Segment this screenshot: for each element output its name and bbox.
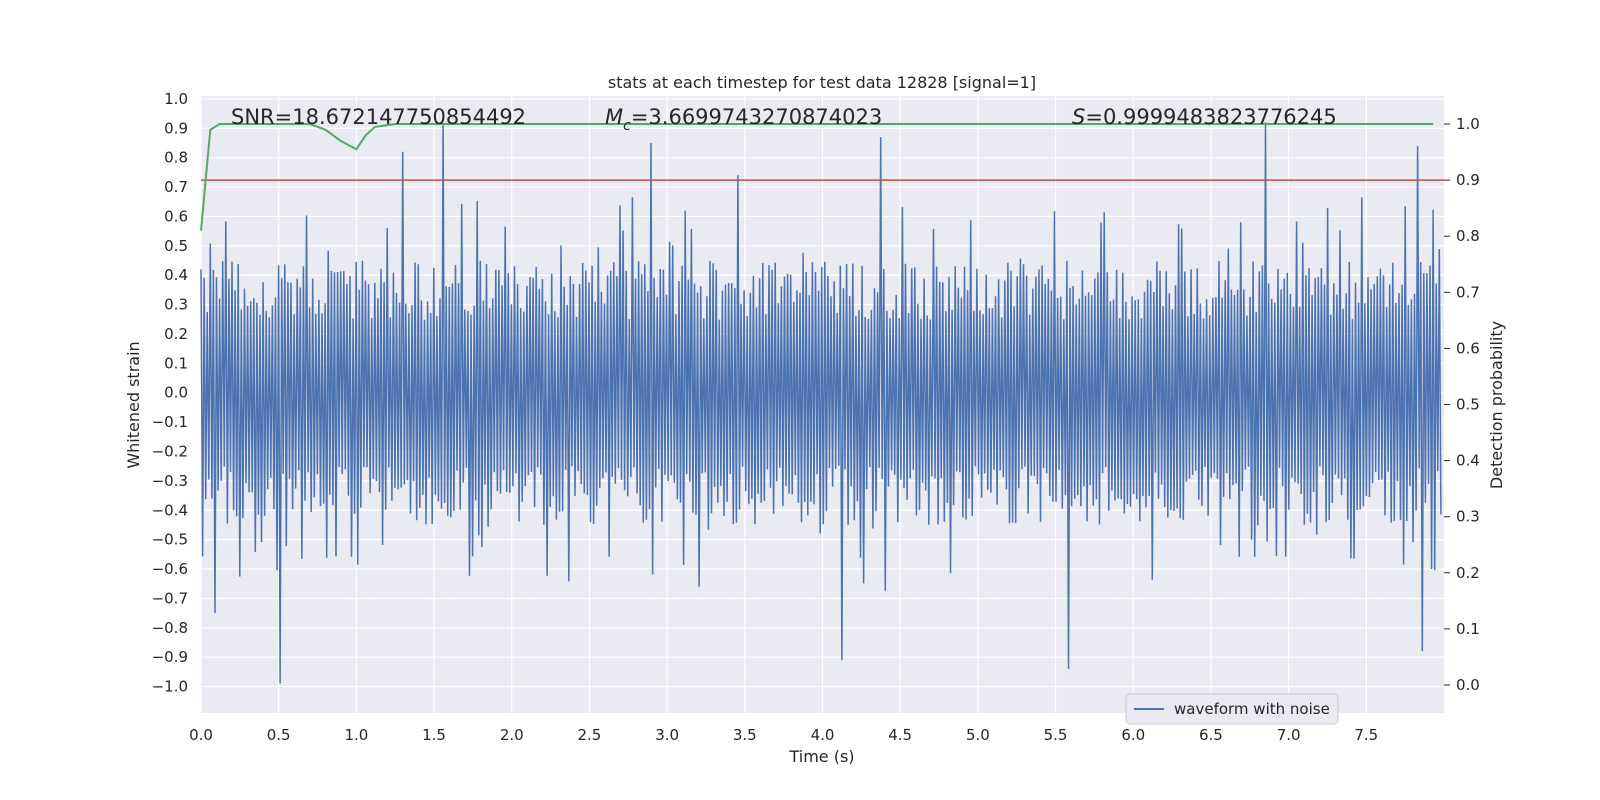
x-tick-label: 3.0 bbox=[655, 726, 679, 744]
y-axis-label: Whitened strain bbox=[124, 341, 143, 468]
y-tick-label: 0.8 bbox=[164, 149, 188, 167]
y-tick-label: −0.7 bbox=[152, 589, 188, 607]
x-tick-label: 0.5 bbox=[267, 726, 291, 744]
x-tick-label: 7.0 bbox=[1277, 726, 1301, 744]
y2-ticks: 1.0 0.9 0.8 0.7 0.6 0.5 0.4 0.3 0.2 0.1 0.0 bbox=[1444, 115, 1480, 694]
x-tick-label: 5.0 bbox=[966, 726, 990, 744]
y2-tick-label: 0.2 bbox=[1456, 564, 1480, 582]
y-tick-label: 0.0 bbox=[164, 384, 188, 402]
y2-tick-label: 1.0 bbox=[1456, 115, 1480, 133]
y2-tick-label: 0.4 bbox=[1456, 452, 1480, 470]
y2-tick-label: 0.6 bbox=[1456, 339, 1480, 357]
y-tick-label: −0.9 bbox=[152, 648, 188, 666]
y-tick-label: 0.9 bbox=[164, 119, 188, 137]
y-tick-label: −0.2 bbox=[152, 443, 188, 461]
legend-box bbox=[1125, 693, 1339, 725]
mc-value: =3.6699743270874023 bbox=[631, 105, 882, 129]
y-tick-label: 0.6 bbox=[164, 207, 188, 225]
y-tick-label: 0.2 bbox=[164, 325, 188, 343]
x-tick-label: 4.5 bbox=[888, 726, 912, 744]
y2-tick-label: 0.1 bbox=[1456, 620, 1480, 638]
mc-subscript: c bbox=[623, 118, 631, 134]
y2-tick-label: 0.3 bbox=[1456, 508, 1480, 526]
y-tick-label: 0.3 bbox=[164, 296, 188, 314]
y2-tick-label: 0.8 bbox=[1456, 227, 1480, 245]
mc-symbol: M bbox=[605, 105, 623, 129]
y2-tick-label: 0.7 bbox=[1456, 283, 1480, 301]
s-annotation: S=0.9999483823776245 bbox=[1072, 105, 1337, 129]
y-tick-label: −0.4 bbox=[152, 501, 188, 519]
y-tick-label: 0.5 bbox=[164, 237, 188, 255]
legend-label: waveform with noise bbox=[1174, 700, 1330, 718]
x-tick-label: 6.5 bbox=[1199, 726, 1223, 744]
waveform-series bbox=[200, 122, 1442, 684]
y-ticks: 1.0 0.9 0.8 0.7 0.6 0.5 0.4 0.3 0.2 0.1 0.0 −0.1 −0.… bbox=[152, 90, 188, 696]
y2-tick-label: 0.0 bbox=[1456, 676, 1480, 694]
y2-axis-label: Detection probability bbox=[1487, 321, 1506, 489]
legend: waveform with noise bbox=[1125, 693, 1339, 725]
x-tick-label: 3.5 bbox=[733, 726, 757, 744]
y-tick-label: −0.6 bbox=[152, 560, 188, 578]
x-axis-label: Time (s) bbox=[788, 747, 854, 766]
x-tick-label: 4.0 bbox=[811, 726, 835, 744]
x-tick-label: 7.5 bbox=[1354, 726, 1378, 744]
snr-annotation: SNR=18.672147750854492 bbox=[231, 105, 526, 129]
x-tick-label: 1.0 bbox=[344, 726, 368, 744]
x-tick-label: 2.5 bbox=[578, 726, 602, 744]
y-tick-label: 0.4 bbox=[164, 266, 188, 284]
probability-line bbox=[200, 123, 1434, 231]
x-tick-label: 6.0 bbox=[1121, 726, 1145, 744]
x-tick-label: 0.0 bbox=[189, 726, 213, 744]
x-tick-label: 5.5 bbox=[1044, 726, 1068, 744]
y-tick-label: 0.1 bbox=[164, 354, 188, 372]
x-tick-label: 2.0 bbox=[500, 726, 524, 744]
y2-tick-label: 0.9 bbox=[1456, 171, 1480, 189]
s-value: =0.9999483823776245 bbox=[1085, 105, 1336, 129]
waveform-line bbox=[200, 122, 1442, 684]
mc-annotation: Mc=3.6699743270874023 bbox=[605, 105, 882, 134]
y-tick-label: −0.8 bbox=[152, 619, 188, 637]
s-symbol: S bbox=[1072, 105, 1085, 129]
y-tick-label: −1.0 bbox=[152, 678, 188, 696]
x-ticks: 0.0 0.5 1.0 1.5 2.0 2.5 3.0 3.5 4.0 4.5 5.0 5.5 6.0 6… bbox=[189, 726, 1378, 744]
y-tick-label: −0.1 bbox=[152, 413, 188, 431]
x-tick-label: 1.5 bbox=[422, 726, 446, 744]
y-tick-label: 1.0 bbox=[164, 90, 188, 108]
y-tick-label: −0.3 bbox=[152, 472, 188, 490]
y2-tick-label: 0.5 bbox=[1456, 396, 1480, 414]
y-tick-label: −0.5 bbox=[152, 531, 188, 549]
y-tick-label: 0.7 bbox=[164, 178, 188, 196]
chart-title: stats at each timestep for test data 128… bbox=[608, 73, 1036, 92]
